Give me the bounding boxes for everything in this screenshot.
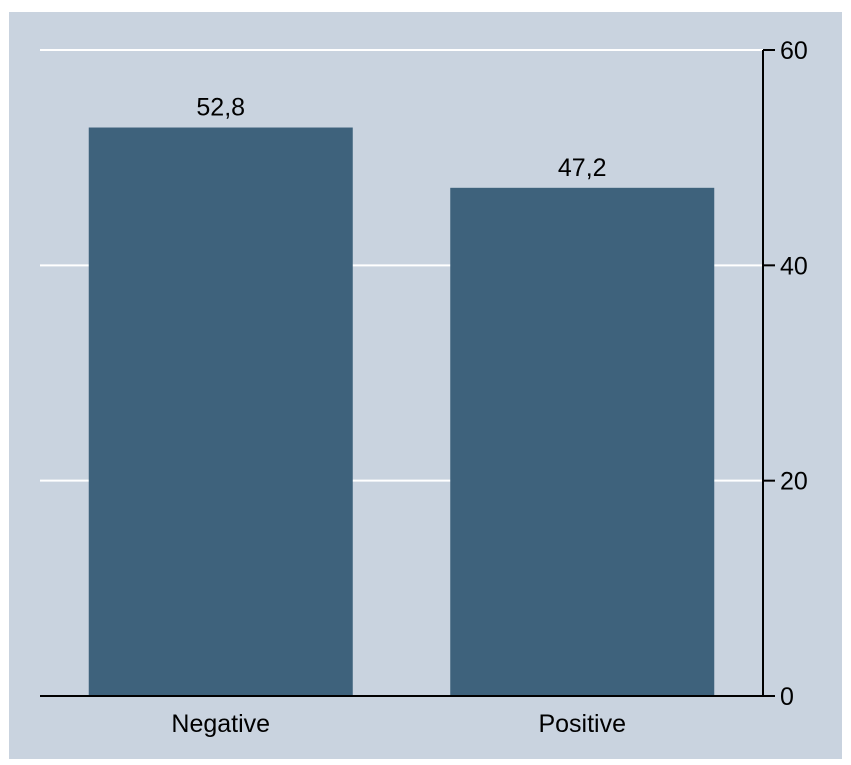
y-tick-label-60: 60 (780, 37, 808, 65)
bar-value-label-positive: 47,2 (558, 154, 607, 182)
bar-positive (450, 187, 715, 696)
axes (40, 49, 775, 697)
labels: 52,8 Negative 47,2 Positive 0 20 40 60 (171, 37, 807, 738)
bars (88, 127, 715, 696)
y-tick-label-40: 40 (780, 252, 808, 280)
bar-negative (88, 127, 353, 696)
y-tick-label-0: 0 (780, 683, 794, 711)
bar-value-label-negative: 52,8 (196, 94, 245, 122)
x-tick-label-positive: Positive (538, 710, 626, 738)
x-tick-label-negative: Negative (171, 710, 270, 738)
y-tick-label-20: 20 (780, 468, 808, 496)
